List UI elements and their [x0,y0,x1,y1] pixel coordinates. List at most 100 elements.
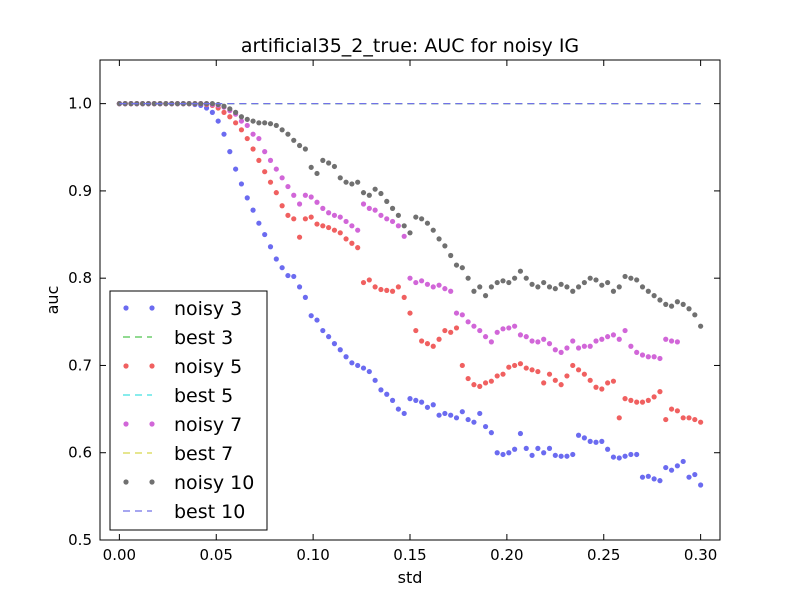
point-noisy-10 [599,282,605,288]
point-noisy-7 [250,131,256,137]
point-noisy-3 [424,404,431,410]
point-noisy-3 [448,412,454,418]
point-noisy-5 [413,327,419,334]
point-noisy-3 [395,406,401,412]
point-noisy-10 [291,137,297,143]
point-noisy-10 [558,281,564,287]
point-noisy-3 [605,446,611,452]
point-noisy-3 [616,455,622,461]
point-noisy-7 [395,223,401,229]
point-noisy-5 [256,157,262,163]
point-noisy-5 [244,135,250,142]
point-noisy-10 [546,284,553,290]
point-noisy-10 [331,163,338,170]
point-noisy-7 [285,183,291,190]
point-noisy-5 [343,236,349,242]
point-noisy-7 [337,214,343,220]
point-noisy-7 [634,349,640,355]
point-noisy-7 [320,205,326,211]
point-noisy-10 [238,114,245,120]
x-tick-label: 0.20 [490,546,523,564]
point-noisy-10 [645,288,651,294]
point-noisy-3 [308,313,314,319]
point-noisy-7 [494,329,500,335]
point-noisy-10 [668,303,675,309]
point-noisy-5 [331,227,338,233]
point-noisy-5 [430,343,436,349]
point-noisy-5 [424,341,431,347]
point-noisy-5 [634,399,640,405]
y-tick-label: 0.6 [68,444,92,462]
legend: noisy 3 best 3 noisy 5 best 5 noisy 7 best 7 n… [109,290,268,531]
point-noisy-3 [419,399,425,405]
point-noisy-10 [244,116,250,122]
point-noisy-7 [436,282,442,288]
point-noisy-10 [477,284,483,290]
point-noisy-5 [221,109,227,115]
point-noisy-3 [436,412,442,418]
point-noisy-7 [389,218,396,225]
point-noisy-5 [384,287,390,293]
point-noisy-10 [366,192,372,198]
legend-swatch-noisy-3 [149,305,155,311]
point-noisy-5 [459,362,465,369]
point-noisy-5 [320,223,326,229]
point-noisy-10 [686,306,692,312]
point-noisy-7 [349,223,355,229]
point-noisy-7 [419,278,425,284]
point-noisy-3 [645,473,651,479]
point-noisy-10 [459,265,465,271]
point-noisy-10 [523,275,529,281]
point-noisy-3 [366,368,372,375]
y-tick-label: 1.0 [68,95,92,113]
point-noisy-7 [262,149,268,155]
point-noisy-7 [343,218,349,225]
point-noisy-5 [285,212,291,218]
point-noisy-3 [535,445,541,451]
point-noisy-5 [552,377,558,383]
point-noisy-10 [436,236,442,242]
point-noisy-7 [465,319,471,325]
point-noisy-5 [593,384,599,390]
point-noisy-7 [384,216,390,222]
point-noisy-7 [459,312,465,318]
point-noisy-3 [546,445,553,451]
point-noisy-10 [616,284,622,290]
point-noisy-7 [360,201,367,207]
point-noisy-5 [639,399,646,405]
point-noisy-3 [517,430,524,437]
point-noisy-10 [442,243,448,249]
point-noisy-7 [488,339,494,345]
point-noisy-3 [680,458,686,465]
point-noisy-5 [529,367,535,373]
point-noisy-3 [215,118,221,124]
point-noisy-5 [668,406,675,412]
point-noisy-3 [209,109,215,115]
point-noisy-7 [529,338,535,344]
point-noisy-7 [587,343,593,349]
point-noisy-10 [541,279,547,286]
point-noisy-3 [227,149,233,155]
legend-label-noisy-10: noisy 10 [174,472,254,494]
point-noisy-3 [401,410,407,417]
point-noisy-3 [482,423,489,430]
point-noisy-3 [302,294,308,300]
point-noisy-5 [471,382,477,388]
point-noisy-7 [616,336,622,342]
point-noisy-3 [459,409,465,415]
point-noisy-3 [256,220,262,226]
point-noisy-5 [389,288,396,294]
point-noisy-10 [395,212,401,218]
point-noisy-3 [337,347,343,353]
point-noisy-10 [657,297,663,303]
point-noisy-10 [570,288,576,294]
y-tick-label: 0.5 [68,531,92,549]
point-noisy-5 [233,120,239,126]
point-noisy-7 [413,279,419,286]
point-noisy-10 [419,216,425,222]
point-noisy-3 [494,450,500,456]
point-noisy-10 [424,220,431,226]
point-noisy-10 [302,146,308,152]
